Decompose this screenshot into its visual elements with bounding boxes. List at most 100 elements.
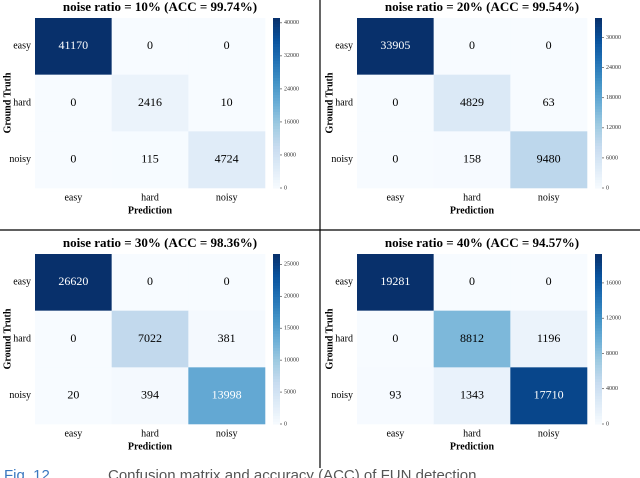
x-axis-label: Prediction: [450, 441, 495, 452]
cell-value: 0: [147, 274, 153, 288]
colorbar-slice: [273, 370, 280, 374]
colorbar-slice: [595, 131, 602, 135]
x-axis-label: Prediction: [128, 441, 173, 452]
colorbar-slice: [273, 176, 280, 180]
colorbar-slice: [273, 330, 280, 334]
panel-title: noise ratio = 20% (ACC = 99.54%): [385, 0, 579, 14]
colorbar-slice: [273, 418, 280, 422]
colorbar-slice: [595, 319, 602, 323]
colorbar-slice: [595, 364, 602, 368]
colorbar-slice: [595, 142, 602, 146]
colorbar-slice: [595, 134, 602, 138]
colorbar-slice: [273, 77, 280, 81]
colorbar-slice: [273, 310, 280, 314]
colorbar-slice: [273, 290, 280, 295]
colorbar-slice: [595, 57, 602, 61]
colorbar-slice: [595, 401, 602, 405]
colorbar-slice: [595, 145, 602, 149]
cell-value: 4724: [215, 151, 239, 165]
cell-value: 7022: [138, 331, 162, 345]
colorbar-slice: [595, 46, 602, 50]
colorbar-slice: [273, 185, 280, 189]
colorbar-slice: [595, 71, 602, 76]
colorbar-slice: [595, 137, 602, 141]
cell-value: 4829: [460, 95, 484, 109]
cell-value: 33905: [380, 38, 410, 52]
colorbar-slice: [595, 66, 602, 70]
cell-value: 0: [469, 274, 475, 288]
colorbar-slice: [595, 182, 602, 186]
x-axis-label: Prediction: [128, 205, 173, 216]
colorbar-slice: [595, 20, 602, 25]
colorbar-slice: [273, 54, 280, 59]
cell-value: 17710: [534, 387, 564, 401]
colorbar-slice: [273, 268, 280, 272]
colorbar-slice: [273, 168, 280, 172]
cell-value: 0: [546, 38, 552, 52]
colorbar-slice: [273, 139, 280, 144]
colorbar-slice: [595, 336, 602, 340]
cell: [510, 18, 588, 75]
colorbar-slice: [273, 322, 280, 326]
colorbar-slice: [273, 171, 280, 175]
cell: [357, 310, 434, 368]
colorbar-slice: [595, 37, 602, 42]
colorbar-slice: [595, 52, 602, 56]
colorbar-slice: [273, 356, 280, 360]
colorbar-slice: [273, 375, 280, 380]
colorbar-slice: [595, 120, 602, 124]
colorbar-slice: [273, 398, 280, 402]
colorbar-slice: [595, 108, 602, 112]
colorbar-slice: [595, 176, 602, 180]
colorbar-slice: [595, 282, 602, 286]
colorbar-slice: [273, 336, 280, 340]
caption-label: Fig. 12.: [4, 467, 54, 478]
colorbar-slice: [595, 83, 602, 87]
colorbar-slice: [595, 279, 602, 283]
cell-value: 41170: [59, 38, 89, 52]
colorbar-slice: [273, 392, 280, 397]
colorbar-slice: [595, 23, 602, 27]
colorbar-slice: [273, 108, 280, 112]
colorbar-slice: [273, 339, 280, 343]
colorbar-slice: [273, 384, 280, 388]
colorbar-tick-label: 15000: [284, 326, 299, 332]
colorbar-slice: [273, 341, 280, 346]
colorbar-slice: [273, 151, 280, 155]
colorbar-slice: [273, 80, 280, 84]
cell-value: 0: [392, 95, 398, 109]
colorbar-slice: [273, 142, 280, 146]
colorbar-slice: [273, 114, 280, 118]
colorbar-slice: [273, 74, 280, 78]
x-tick-label: hard: [463, 428, 481, 439]
colorbar-slice: [273, 316, 280, 320]
colorbar-slice: [595, 139, 602, 144]
colorbar-slice: [273, 91, 280, 95]
colorbar-slice: [595, 105, 602, 110]
colorbar-slice: [595, 40, 602, 44]
colorbar-slice: [595, 63, 602, 67]
colorbar-slice: [273, 46, 280, 50]
colorbar-slice: [273, 412, 280, 416]
colorbar-slice: [273, 415, 280, 419]
cell: [510, 254, 588, 311]
colorbar-slice: [273, 134, 280, 138]
colorbar-slice: [273, 88, 280, 93]
y-tick-label: noisy: [331, 390, 353, 401]
colorbar-slice: [273, 288, 280, 292]
colorbar-slice: [595, 173, 602, 178]
colorbar-slice: [595, 327, 602, 331]
x-tick-label: hard: [141, 192, 159, 203]
colorbar-slice: [595, 262, 602, 266]
cell-value: 8812: [460, 331, 484, 345]
cell: [111, 367, 189, 425]
colorbar-slice: [273, 100, 280, 104]
colorbar-slice: [595, 159, 602, 163]
colorbar-slice: [273, 373, 280, 377]
cell-value: 26620: [58, 274, 88, 288]
colorbar-slice: [273, 282, 280, 286]
cell: [188, 254, 266, 311]
panel-title: noise ratio = 30% (ACC = 98.36%): [63, 235, 257, 250]
colorbar-slice: [595, 26, 602, 30]
cell: [433, 310, 511, 368]
